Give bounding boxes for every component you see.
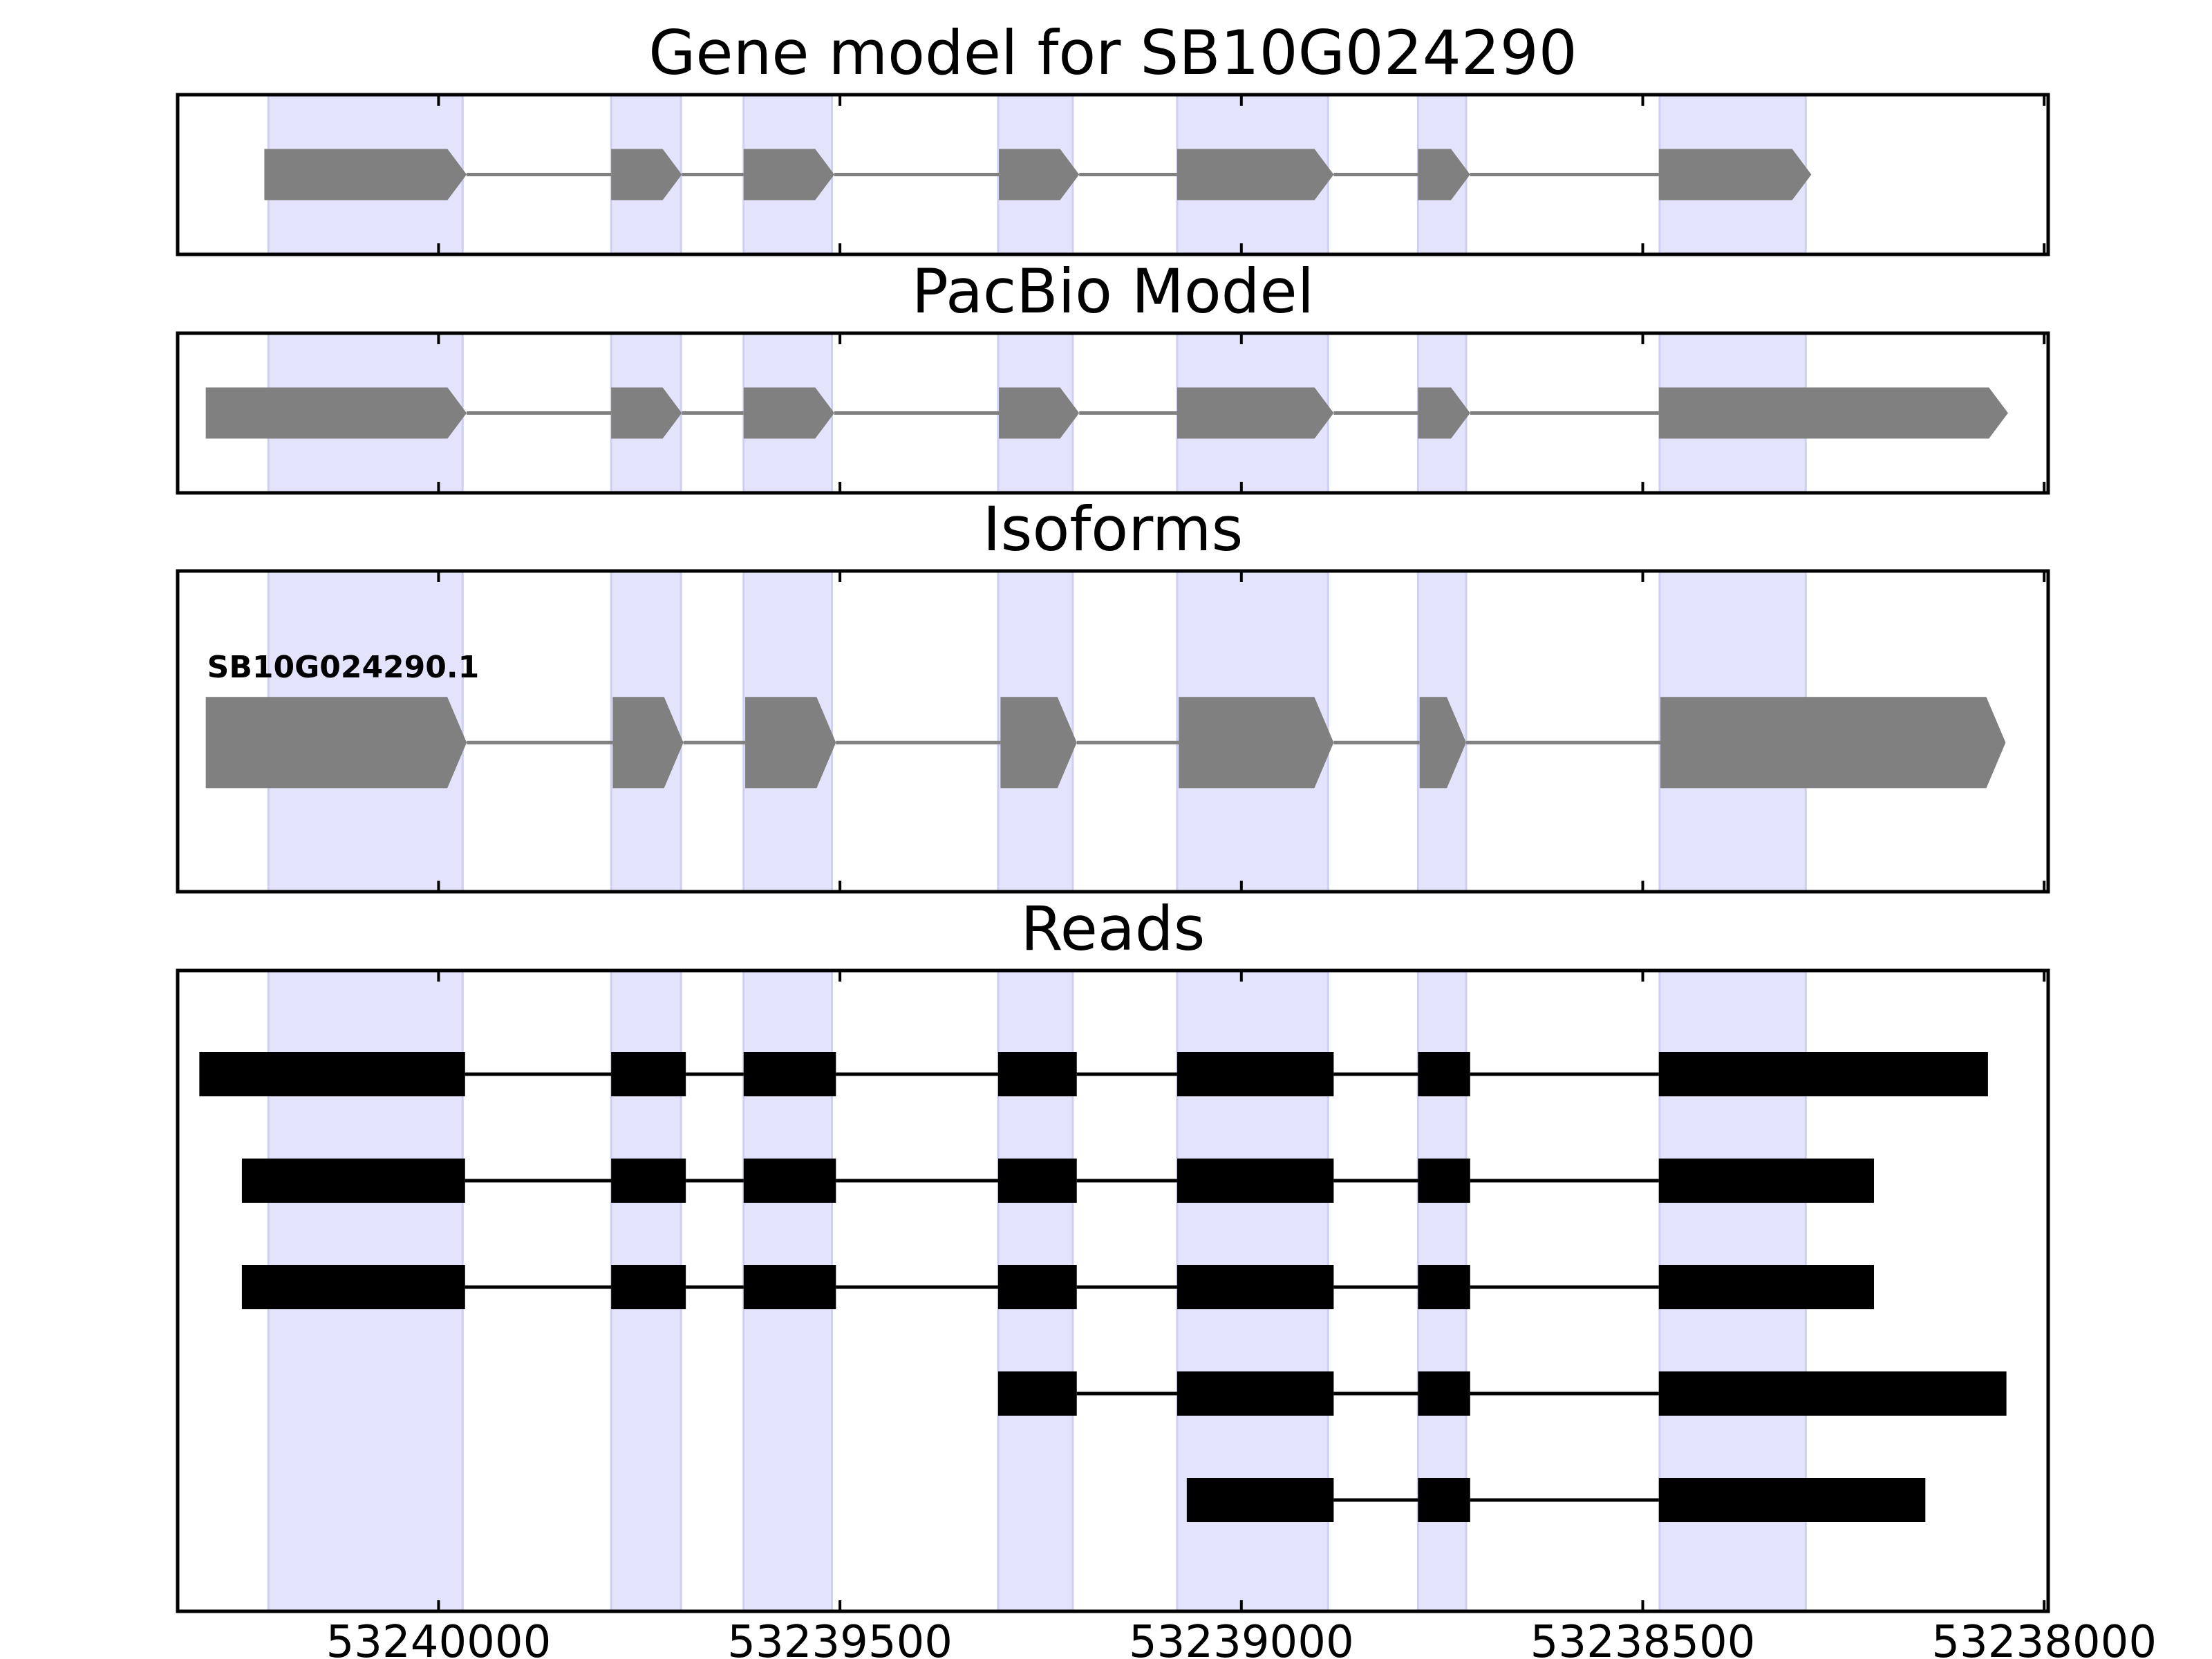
exon <box>1419 697 1467 789</box>
panel-frame <box>176 93 2050 256</box>
read-exon <box>997 1159 1077 1203</box>
read <box>241 1159 1874 1203</box>
read <box>241 1265 1874 1309</box>
exon <box>1660 697 2006 789</box>
read-exon <box>1177 1052 1334 1096</box>
panel-2: Isoforms SB10G024290.1 <box>176 494 2050 894</box>
panel-frame <box>176 569 2050 894</box>
exon <box>264 149 467 200</box>
panel-1: PacBio Model <box>176 256 2050 495</box>
exon <box>612 697 684 789</box>
panel-title: Isoforms <box>983 494 1244 565</box>
read-exon <box>1418 1159 1470 1203</box>
exon <box>999 149 1080 200</box>
read <box>1186 1478 1926 1522</box>
x-tick-label: 53238500 <box>1530 1617 1756 1659</box>
x-tick-label: 53239000 <box>1129 1617 1354 1659</box>
read-exon <box>1177 1371 1334 1416</box>
exon <box>1179 697 1334 789</box>
panel-frame <box>176 331 2050 495</box>
exon <box>1418 387 1470 439</box>
panel-title: PacBio Model <box>912 256 1314 327</box>
read-exon <box>1658 1159 1874 1203</box>
exon <box>1000 697 1077 789</box>
read-exon <box>1186 1478 1334 1522</box>
read-exon <box>611 1159 686 1203</box>
read-exon <box>743 1159 836 1203</box>
exon <box>205 387 467 439</box>
read-exon <box>1177 1159 1334 1203</box>
gene-model <box>205 387 2008 439</box>
read-exon <box>997 1052 1077 1096</box>
read-exon <box>997 1265 1077 1309</box>
read-exon <box>611 1265 686 1309</box>
exon <box>999 387 1080 439</box>
read-exon <box>1418 1371 1470 1416</box>
read-exon <box>1658 1265 1874 1309</box>
read-exon <box>1418 1052 1470 1096</box>
isoform-label: SB10G024290.1 <box>207 650 480 685</box>
exon <box>1658 387 2008 439</box>
read-exon <box>1418 1478 1470 1522</box>
exon <box>205 697 467 789</box>
panel-title: Gene model for SB10G024290 <box>648 17 1577 88</box>
x-tick-label: 53239500 <box>727 1617 953 1659</box>
exon <box>611 387 682 439</box>
x-tick-label: 53240000 <box>326 1617 552 1659</box>
read-exon <box>611 1052 686 1096</box>
exon <box>1177 387 1334 439</box>
read-exon <box>997 1371 1077 1416</box>
read-exon <box>241 1265 465 1309</box>
read-exon <box>1418 1265 1470 1309</box>
read-exon <box>1658 1478 1926 1522</box>
gene-model: SB10G024290.1 <box>205 650 2006 789</box>
read-exon <box>1177 1265 1334 1309</box>
exon <box>1177 149 1334 200</box>
panel-frame <box>176 968 2050 1613</box>
read-exon <box>743 1052 836 1096</box>
panel-title: Reads <box>1021 893 1206 964</box>
read-exon <box>1658 1371 2007 1416</box>
exon <box>743 149 835 200</box>
exon <box>743 387 835 439</box>
exon <box>1418 149 1470 200</box>
exon <box>745 697 836 789</box>
read-exon <box>241 1159 465 1203</box>
read-exon <box>743 1265 836 1309</box>
panel-0: Gene model for SB10G024290 <box>176 17 2050 256</box>
x-tick-label: 53238000 <box>1931 1617 2157 1659</box>
read <box>199 1052 1988 1096</box>
exon <box>1658 149 1812 200</box>
exon <box>611 149 682 200</box>
panel-3: Reads <box>176 893 2050 1613</box>
read <box>997 1371 2007 1416</box>
gene-model <box>264 149 1812 200</box>
read-exon <box>199 1052 465 1096</box>
read-exon <box>1658 1052 1988 1096</box>
